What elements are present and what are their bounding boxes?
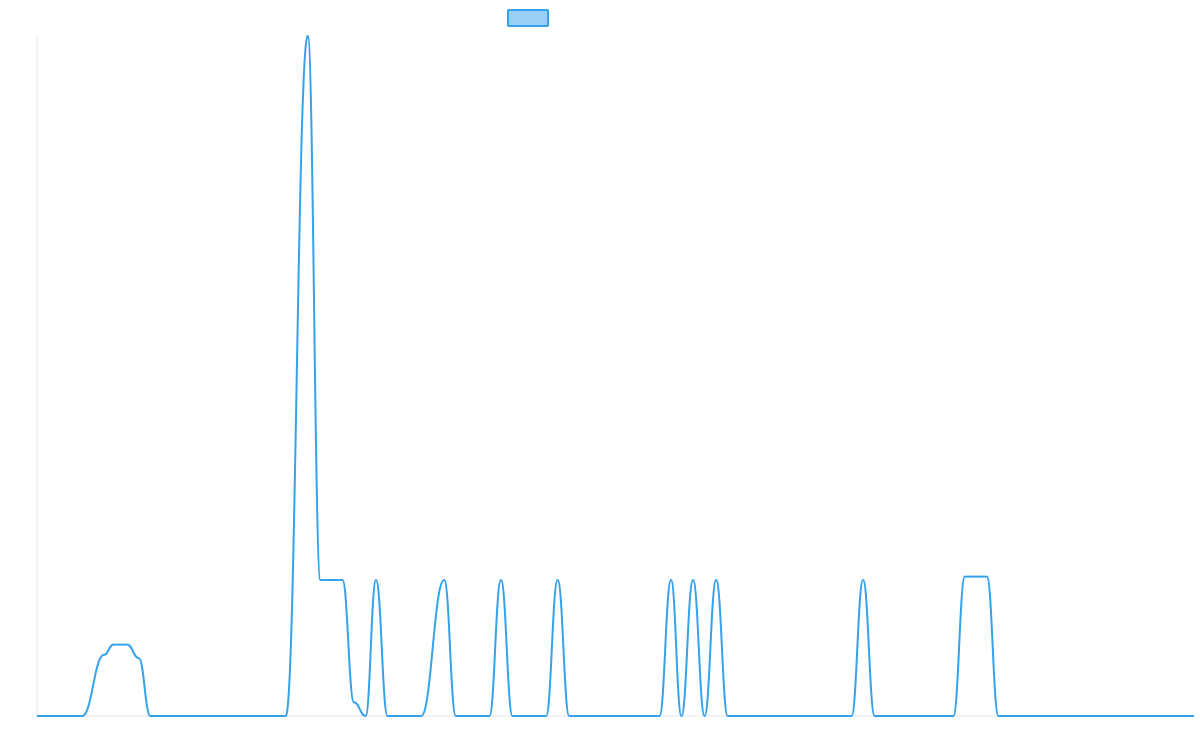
legend-swatch[interactable] <box>507 9 549 27</box>
legend[interactable] <box>507 9 549 27</box>
series-line-0 <box>37 35 1194 718</box>
series-layer <box>37 35 1194 718</box>
